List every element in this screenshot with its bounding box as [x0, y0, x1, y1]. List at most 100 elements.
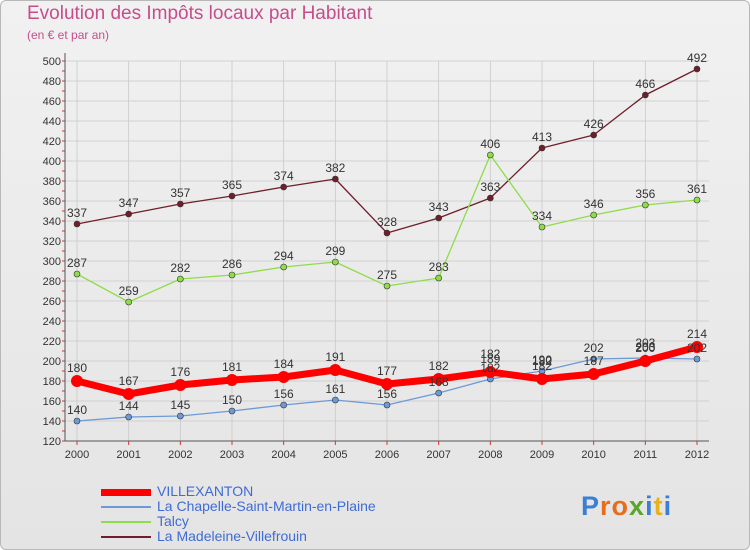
- legend-swatch: [101, 488, 151, 496]
- y-tick-label: 420: [43, 136, 61, 148]
- y-tick-label: 240: [43, 316, 61, 328]
- data-label-talcy: 334: [532, 209, 552, 223]
- data-label-villexanton: 177: [377, 364, 397, 378]
- data-label-talcy: 356: [635, 187, 655, 201]
- data-label-la-madeleine-villefrouin: 357: [170, 186, 190, 200]
- y-tick-label: 160: [43, 396, 61, 408]
- legend-swatch: [101, 506, 151, 508]
- y-tick-label: 320: [43, 236, 61, 248]
- legend-swatch: [101, 521, 151, 523]
- data-label-talcy: 282: [170, 261, 190, 275]
- y-tick-label: 200: [43, 356, 61, 368]
- data-point-la-chapelle-saint-martin-en-plaine: [693, 355, 701, 363]
- data-label-talcy: 294: [274, 249, 294, 263]
- logo-letter: i: [645, 491, 654, 521]
- data-point-la-chapelle-saint-martin-en-plaine: [435, 389, 442, 397]
- data-point-la-chapelle-saint-martin-en-plaine: [228, 407, 236, 415]
- legend-label: La Madeleine-Villefrouin: [157, 528, 307, 544]
- data-point-la-madeleine-villefrouin: [280, 183, 287, 191]
- y-tick-label: 480: [43, 76, 61, 88]
- data-point-la-madeleine-villefrouin: [177, 200, 184, 208]
- y-tick-label: 280: [43, 276, 61, 288]
- data-label-la-madeleine-villefrouin: 382: [325, 161, 345, 175]
- data-label-la-chapelle-saint-martin-en-plaine: 150: [222, 393, 242, 407]
- x-tick-label: 2000: [65, 449, 89, 461]
- data-point-la-madeleine-villefrouin: [73, 220, 81, 228]
- data-point-villexanton: [329, 364, 342, 376]
- y-tick-label: 220: [43, 336, 61, 348]
- data-label-la-chapelle-saint-martin-en-plaine: 140: [67, 403, 87, 417]
- logo-letter: x: [629, 491, 646, 521]
- data-label-villexanton: 187: [584, 354, 604, 368]
- data-point-la-madeleine-villefrouin: [538, 144, 546, 152]
- x-tick-label: 2011: [634, 449, 658, 461]
- data-label-la-chapelle-saint-martin-en-plaine: 203: [635, 340, 655, 354]
- legend-label: VILLEXANTON: [157, 483, 254, 499]
- data-label-la-chapelle-saint-martin-en-plaine: 168: [429, 375, 449, 389]
- data-point-talcy: [125, 298, 132, 306]
- data-point-villexanton: [432, 373, 445, 385]
- y-tick-label: 380: [43, 176, 61, 188]
- data-point-talcy: [435, 274, 442, 282]
- data-label-talcy: 283: [429, 260, 449, 274]
- series-layer: [71, 65, 703, 425]
- axes: 120 140 160 180 200 220 240 260 280 300 320 340 360 3…: [43, 53, 709, 461]
- x-tick-label: 2012: [685, 449, 709, 461]
- x-tick-label: 2009: [530, 449, 554, 461]
- data-label-talcy: 406: [480, 137, 500, 151]
- y-tick-label: 120: [43, 436, 61, 448]
- x-tick-label: 2007: [426, 449, 450, 461]
- logo-letter: i: [663, 491, 673, 521]
- data-label-la-chapelle-saint-martin-en-plaine: 156: [377, 387, 397, 401]
- data-label-talcy: 287: [67, 256, 87, 270]
- data-label-la-madeleine-villefrouin: 426: [584, 117, 604, 131]
- data-point-la-chapelle-saint-martin-en-plaine: [383, 401, 391, 409]
- data-point-la-madeleine-villefrouin: [125, 210, 132, 218]
- data-label-la-chapelle-saint-martin-en-plaine: 202: [584, 341, 604, 355]
- data-point-villexanton: [381, 378, 393, 390]
- data-label-la-madeleine-villefrouin: 328: [377, 215, 397, 229]
- data-label-villexanton: 200: [635, 341, 655, 355]
- data-labels: 337 347 357 365 374 382 328 343 363 413 426 466 492 2…: [67, 51, 707, 417]
- data-label-extra: 203: [635, 336, 655, 350]
- data-label-la-chapelle-saint-martin-en-plaine: 144: [119, 399, 139, 413]
- data-label-talcy: 275: [377, 268, 397, 282]
- data-point-villexanton: [691, 341, 703, 353]
- chart-subtitle: (en € et par an): [27, 28, 110, 42]
- x-tick-label: 2001: [116, 449, 140, 461]
- y-tick-label: 460: [43, 96, 61, 108]
- y-tick-label: 440: [43, 116, 61, 128]
- x-tick-label: 2002: [168, 449, 192, 461]
- data-point-la-chapelle-saint-martin-en-plaine: [332, 396, 339, 404]
- data-label-villexanton: 184: [274, 357, 294, 371]
- data-label-la-chapelle-saint-martin-en-plaine: 145: [170, 398, 190, 412]
- y-tick-label: 260: [43, 296, 61, 308]
- data-point-la-chapelle-saint-martin-en-plaine: [177, 412, 184, 420]
- logo-letter: r: [600, 491, 612, 521]
- data-point-talcy: [332, 258, 339, 266]
- logo-letter: P: [581, 491, 601, 521]
- data-label-la-madeleine-villefrouin: 365: [222, 178, 242, 192]
- data-point-villexanton: [174, 379, 187, 391]
- data-point-la-madeleine-villefrouin: [693, 65, 701, 73]
- legend-label: Talcy: [157, 513, 189, 529]
- data-label-la-chapelle-saint-martin-en-plaine: 202: [687, 341, 707, 355]
- data-label-talcy: 346: [584, 197, 604, 211]
- legend-swatch: [101, 536, 151, 538]
- data-label-la-chapelle-saint-martin-en-plaine: 156: [274, 387, 294, 401]
- y-tick-label: 140: [43, 416, 61, 428]
- legend-label: La Chapelle-Saint-Martin-en-Plaine: [157, 498, 376, 514]
- data-label-villexanton: 176: [170, 365, 190, 379]
- data-label-la-madeleine-villefrouin: 337: [67, 206, 87, 220]
- data-point-la-madeleine-villefrouin: [228, 192, 236, 200]
- data-point-villexanton: [71, 375, 83, 387]
- data-point-villexanton: [277, 371, 290, 383]
- logo-letter: t: [653, 491, 664, 521]
- data-point-talcy: [487, 151, 494, 159]
- data-label-la-chapelle-saint-martin-en-plaine: 190: [532, 353, 552, 367]
- data-point-talcy: [693, 196, 701, 204]
- data-label-villexanton: 181: [222, 360, 242, 374]
- x-tick-label: 2003: [220, 449, 244, 461]
- data-label-villexanton: 214: [687, 327, 707, 341]
